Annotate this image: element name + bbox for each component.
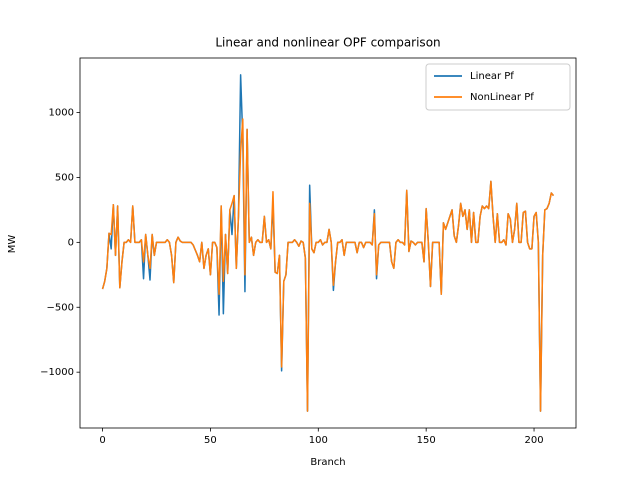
y-tick-label: −500 bbox=[47, 302, 74, 313]
y-tick-label: 1000 bbox=[49, 108, 74, 119]
y-tick-label: 500 bbox=[55, 172, 74, 183]
x-tick-label: 200 bbox=[524, 435, 543, 446]
x-tick-label: 0 bbox=[99, 435, 105, 446]
x-axis-label: Branch bbox=[310, 457, 345, 468]
series-line bbox=[101, 118, 555, 412]
legend: Linear Pf NonLinear Pf bbox=[425, 63, 571, 111]
plot-frame bbox=[79, 57, 577, 429]
x-tick-label: 150 bbox=[417, 435, 436, 446]
chart-title: Linear and nonlinear OPF comparison bbox=[215, 36, 440, 50]
legend-label: NonLinear Pf bbox=[470, 92, 534, 103]
y-tick-label: −1000 bbox=[40, 367, 74, 378]
y-tick-label: 0 bbox=[68, 237, 74, 248]
y-axis-label: MW bbox=[7, 235, 18, 254]
legend-label: Linear Pf bbox=[470, 71, 514, 82]
x-tick-label: 50 bbox=[204, 435, 217, 446]
x-tick-label: 100 bbox=[309, 435, 328, 446]
